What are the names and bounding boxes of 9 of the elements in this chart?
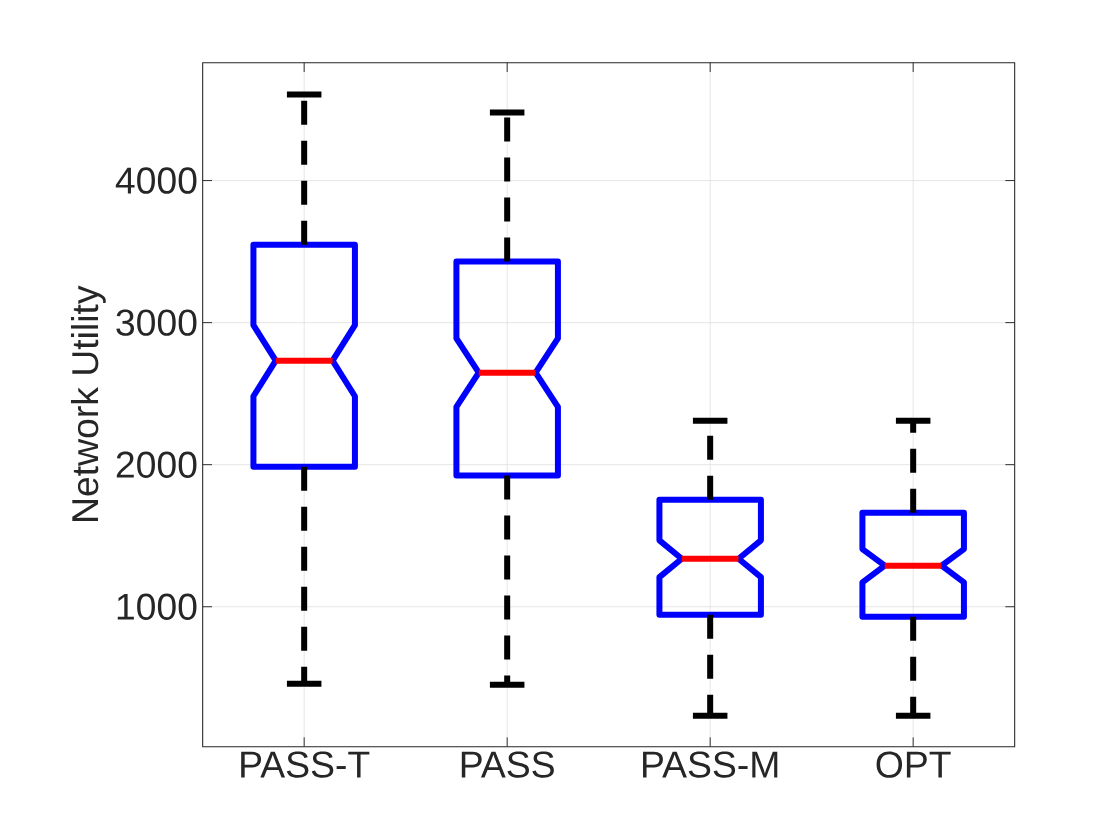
y-tick-label: 1000: [117, 593, 197, 620]
y-tick-label: 4000: [115, 167, 197, 194]
x-tick-label: OPT: [876, 751, 951, 778]
x-tick-label: PASS-M: [643, 751, 778, 778]
x-tick-label: PASS: [461, 751, 554, 778]
y-tick-label: 2000: [116, 451, 197, 478]
y-axis-title: Network Utility: [70, 285, 106, 521]
x-tick-label: PASS-T: [241, 751, 370, 778]
y-tick-label: 3000: [116, 309, 197, 336]
